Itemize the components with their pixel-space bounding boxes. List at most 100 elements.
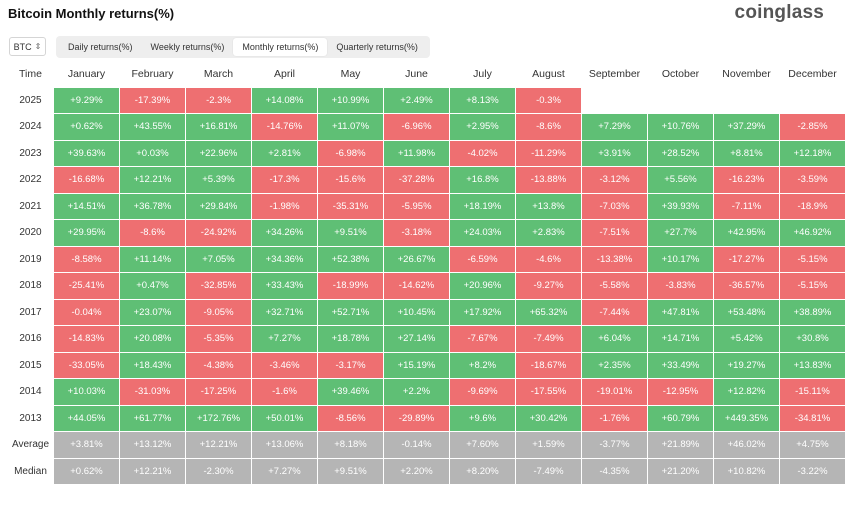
asset-select-value: BTC <box>13 41 32 52</box>
return-cell: +5.42% <box>714 326 779 352</box>
month-header-april: April <box>273 67 295 80</box>
return-cell: +12.21% <box>120 167 185 193</box>
stat-cell: +7.27% <box>252 458 317 484</box>
return-cell: +52.38% <box>318 246 383 272</box>
return-cell: +0.03% <box>120 140 185 166</box>
return-cell: -36.57% <box>714 273 779 299</box>
return-cell: +30.8% <box>780 326 845 352</box>
return-cell: +15.19% <box>384 352 449 378</box>
return-cell: -2.3% <box>186 87 251 113</box>
stat-cell: +13.06% <box>252 432 317 458</box>
return-cell: -7.67% <box>450 326 515 352</box>
return-cell: -32.85% <box>186 273 251 299</box>
return-cell: -19.01% <box>582 379 647 405</box>
tab-weekly-returns[interactable]: Weekly returns(%) <box>150 42 225 52</box>
month-header-march: March <box>203 67 234 80</box>
month-header-november: November <box>722 67 771 80</box>
return-cell: +9.29% <box>54 87 119 113</box>
tab-quarterly-returns[interactable]: Quarterly returns(%) <box>336 42 418 52</box>
return-cell: -7.51% <box>582 220 647 246</box>
return-cell: -11.29% <box>516 140 581 166</box>
stat-cell: +21.20% <box>648 458 713 484</box>
return-cell: +39.46% <box>318 379 383 405</box>
return-cell: +12.18% <box>780 140 845 166</box>
return-cell <box>582 88 647 114</box>
year-label: 2014 <box>19 386 42 398</box>
return-cell: +11.07% <box>318 114 383 140</box>
return-cell: -0.3% <box>516 87 581 113</box>
return-cell: +10.99% <box>318 87 383 113</box>
month-header-october: October <box>661 67 700 80</box>
return-cell: +36.78% <box>120 193 185 219</box>
return-cell: +13.8% <box>516 193 581 219</box>
year-label: 2024 <box>19 121 42 133</box>
stat-label-median: Median <box>14 465 47 477</box>
return-cell: +10.45% <box>384 299 449 325</box>
return-cell: -5.15% <box>780 273 845 299</box>
return-cell: -24.92% <box>186 220 251 246</box>
return-cell: +172.76% <box>186 405 251 431</box>
month-header-december: December <box>788 67 837 80</box>
return-cell: -12.95% <box>648 379 713 405</box>
return-cell: -7.11% <box>714 193 779 219</box>
stat-cell: -0.14% <box>384 432 449 458</box>
coinglass-logo[interactable]: coinglass <box>734 2 824 23</box>
month-header-may: May <box>340 67 361 80</box>
stat-cell: +7.60% <box>450 432 515 458</box>
return-cell <box>714 88 779 114</box>
return-cell: +61.77% <box>120 405 185 431</box>
return-cell: -5.58% <box>582 273 647 299</box>
return-cell: -17.3% <box>252 167 317 193</box>
month-header-june: June <box>405 67 428 80</box>
return-cell: -5.35% <box>186 326 251 352</box>
stat-label-average: Average <box>11 439 50 451</box>
return-cell: -17.25% <box>186 379 251 405</box>
stat-cell: +12.21% <box>186 432 251 458</box>
return-cell: -14.76% <box>252 114 317 140</box>
return-cell: +8.81% <box>714 140 779 166</box>
month-header-july: July <box>473 67 492 80</box>
return-cell: +12.82% <box>714 379 779 405</box>
return-cell: -8.6% <box>120 220 185 246</box>
return-cell: +27.7% <box>648 220 713 246</box>
return-cell: -29.89% <box>384 405 449 431</box>
return-cell: +6.04% <box>582 326 647 352</box>
return-cell: -6.59% <box>450 246 515 272</box>
return-cell: -31.03% <box>120 379 185 405</box>
stat-cell: +21.89% <box>648 432 713 458</box>
return-cell: -6.96% <box>384 114 449 140</box>
return-cell: +9.6% <box>450 405 515 431</box>
return-cell: -2.85% <box>780 114 845 140</box>
return-cell: -3.59% <box>780 167 845 193</box>
return-cell: +43.55% <box>120 114 185 140</box>
return-cell: +2.49% <box>384 87 449 113</box>
return-cell: +14.71% <box>648 326 713 352</box>
year-label: 2016 <box>19 333 42 345</box>
stat-cell: +8.20% <box>450 458 515 484</box>
return-cell: +20.96% <box>450 273 515 299</box>
return-cell: -13.88% <box>516 167 581 193</box>
return-cell: +33.49% <box>648 352 713 378</box>
stat-cell: -2.30% <box>186 458 251 484</box>
tab-monthly-returns[interactable]: Monthly returns(%) <box>233 38 328 56</box>
return-cell: -15.11% <box>780 379 845 405</box>
return-cell: +47.81% <box>648 299 713 325</box>
return-cell: -25.41% <box>54 273 119 299</box>
return-cell: +65.32% <box>516 299 581 325</box>
return-cell: +2.35% <box>582 352 647 378</box>
asset-select[interactable]: BTC ⇕ <box>9 37 46 56</box>
return-cell: -4.02% <box>450 140 515 166</box>
stat-cell: +10.82% <box>714 458 779 484</box>
return-cell: -35.31% <box>318 193 383 219</box>
returns-table: Time January February March April May June July… <box>8 61 845 484</box>
period-tabs: Daily returns(%) Weekly returns(%) Monthly… <box>56 36 430 58</box>
time-header: Time <box>19 67 42 80</box>
return-cell: +8.2% <box>450 352 515 378</box>
return-cell: +44.05% <box>54 405 119 431</box>
return-cell: +13.83% <box>780 352 845 378</box>
month-header-january: January <box>67 67 106 80</box>
return-cell: -8.58% <box>54 246 119 272</box>
stat-cell: -4.35% <box>582 458 647 484</box>
return-cell: -6.98% <box>318 140 383 166</box>
tab-daily-returns[interactable]: Daily returns(%) <box>68 42 133 52</box>
